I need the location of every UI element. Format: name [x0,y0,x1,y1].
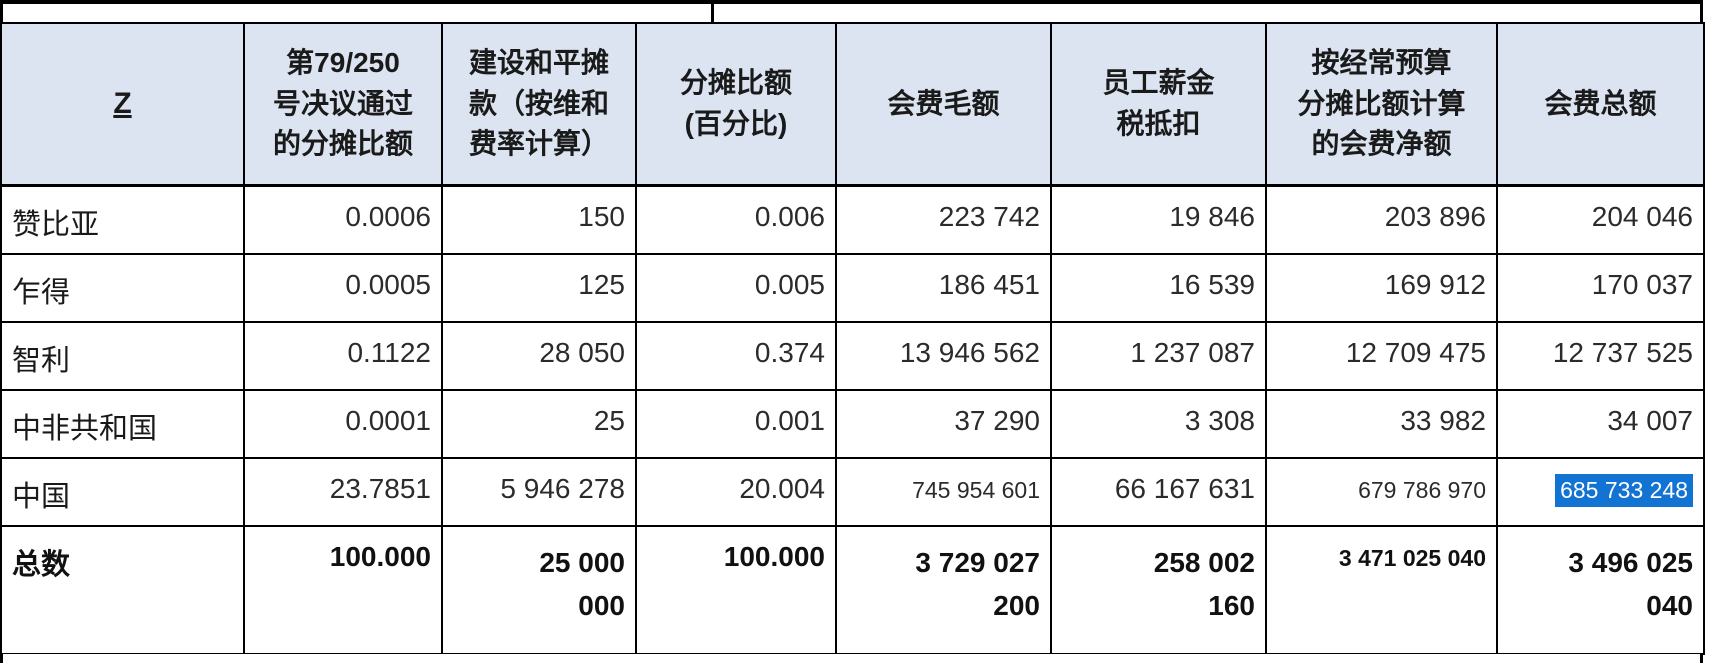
table-row-chile: 智利 0.1122 28 050 0.374 13 946 562 1 237 … [0,320,1705,391]
cell-value: 25 000 000 [441,524,637,655]
cell-value: 12 709 475 [1265,320,1498,391]
col-header-gross-contribution: 会费毛额 [835,22,1052,187]
cell-value: 33 982 [1265,388,1498,459]
gridline [711,0,714,22]
country-name: 智利 [0,320,245,391]
cell-value: 25 [441,388,637,459]
country-name: 中非共和国 [0,388,245,459]
col-header-peacebuilding: 建设和平摊 款（按维和 费率计算） [441,22,637,187]
cell-value: 1 237 087 [1050,320,1267,391]
cell-value: 169 912 [1265,252,1498,323]
cell-value: 0.1122 [243,320,443,391]
cell-value: 0.374 [635,320,837,391]
col-header-resolution-rate: 第79/250 号决议通过 的分摊比额 [243,22,443,187]
cell-value: 3 496 025 040 [1496,524,1705,655]
header-row: Z 第79/250 号决议通过 的分摊比额 建设和平摊 款（按维和 费率计算） … [0,22,1705,187]
cell-value: 19 846 [1050,184,1267,255]
table-top-sliver [0,0,1703,22]
cell-value: 66 167 631 [1050,456,1267,527]
cell-value: 12 737 525 [1496,320,1705,391]
cell-value: 34 007 [1496,388,1705,459]
cell-value: 0.005 [635,252,837,323]
cell-value: 170 037 [1496,252,1705,323]
selected-text[interactable]: 685 733 248 [1555,473,1693,507]
cell-value: 37 290 [835,388,1052,459]
cell-value: 0.001 [635,388,837,459]
cell-value: 100.000 [635,524,837,655]
cell-value: 3 729 027 200 [835,524,1052,655]
cell-value: 3 308 [1050,388,1267,459]
cell-value: 16 539 [1050,252,1267,323]
cell-value: 5 946 278 [441,456,637,527]
assessment-table: Z 第79/250 号决议通过 的分摊比额 建设和平摊 款（按维和 费率计算） … [0,22,1705,655]
table-row-total: 总数 100.000 25 000 000 100.000 3 729 027 … [0,524,1705,655]
gridline [0,0,3,22]
country-name: 乍得 [0,252,245,323]
cell-value: 13 946 562 [835,320,1052,391]
country-name: 赞比亚 [0,184,245,255]
gridline [0,654,3,663]
gridline [1700,654,1703,663]
total-label: 总数 [0,524,245,655]
cell-value: 223 742 [835,184,1052,255]
cell-value: 0.0001 [243,388,443,459]
corner-header-z: Z [0,22,245,187]
country-name: 中国 [0,456,245,527]
col-header-net-contribution: 按经常预算 分摊比额计算 的会费净额 [1265,22,1498,187]
cell-value: 745 954 601 [835,456,1052,527]
cell-value: 0.006 [635,184,837,255]
cell-value: 0.0006 [243,184,443,255]
col-header-total-contribution: 会费总额 [1496,22,1705,187]
col-header-staff-assessment-credit: 员工薪金 税抵扣 [1050,22,1267,187]
cell-value: 125 [441,252,637,323]
cell-value: 0.0005 [243,252,443,323]
cell-value: 203 896 [1265,184,1498,255]
cell-value: 150 [441,184,637,255]
cell-value: 23.7851 [243,456,443,527]
top-border-line [0,0,1703,4]
table-row-central-african-republic: 中非共和国 0.0001 25 0.001 37 290 3 308 33 98… [0,388,1705,459]
cell-value: 679 786 970 [1265,456,1498,527]
gridline [1700,0,1703,22]
cell-value: 100.000 [243,524,443,655]
table-row-china: 中国 23.7851 5 946 278 20.004 745 954 601 … [0,456,1705,527]
cell-value: 3 471 025 040 [1265,524,1498,655]
cell-value: 28 050 [441,320,637,391]
col-header-rate-percent: 分摊比额 (百分比) [635,22,837,187]
cell-highlighted: 685 733 248 [1496,456,1705,527]
cell-value: 186 451 [835,252,1052,323]
table-bottom-sliver [0,654,1703,663]
cell-value: 204 046 [1496,184,1705,255]
table-row-zambia: 赞比亚 0.0006 150 0.006 223 742 19 846 203 … [0,184,1705,255]
cell-value: 258 002 160 [1050,524,1267,655]
table-row-chad: 乍得 0.0005 125 0.005 186 451 16 539 169 9… [0,252,1705,323]
cell-value: 20.004 [635,456,837,527]
